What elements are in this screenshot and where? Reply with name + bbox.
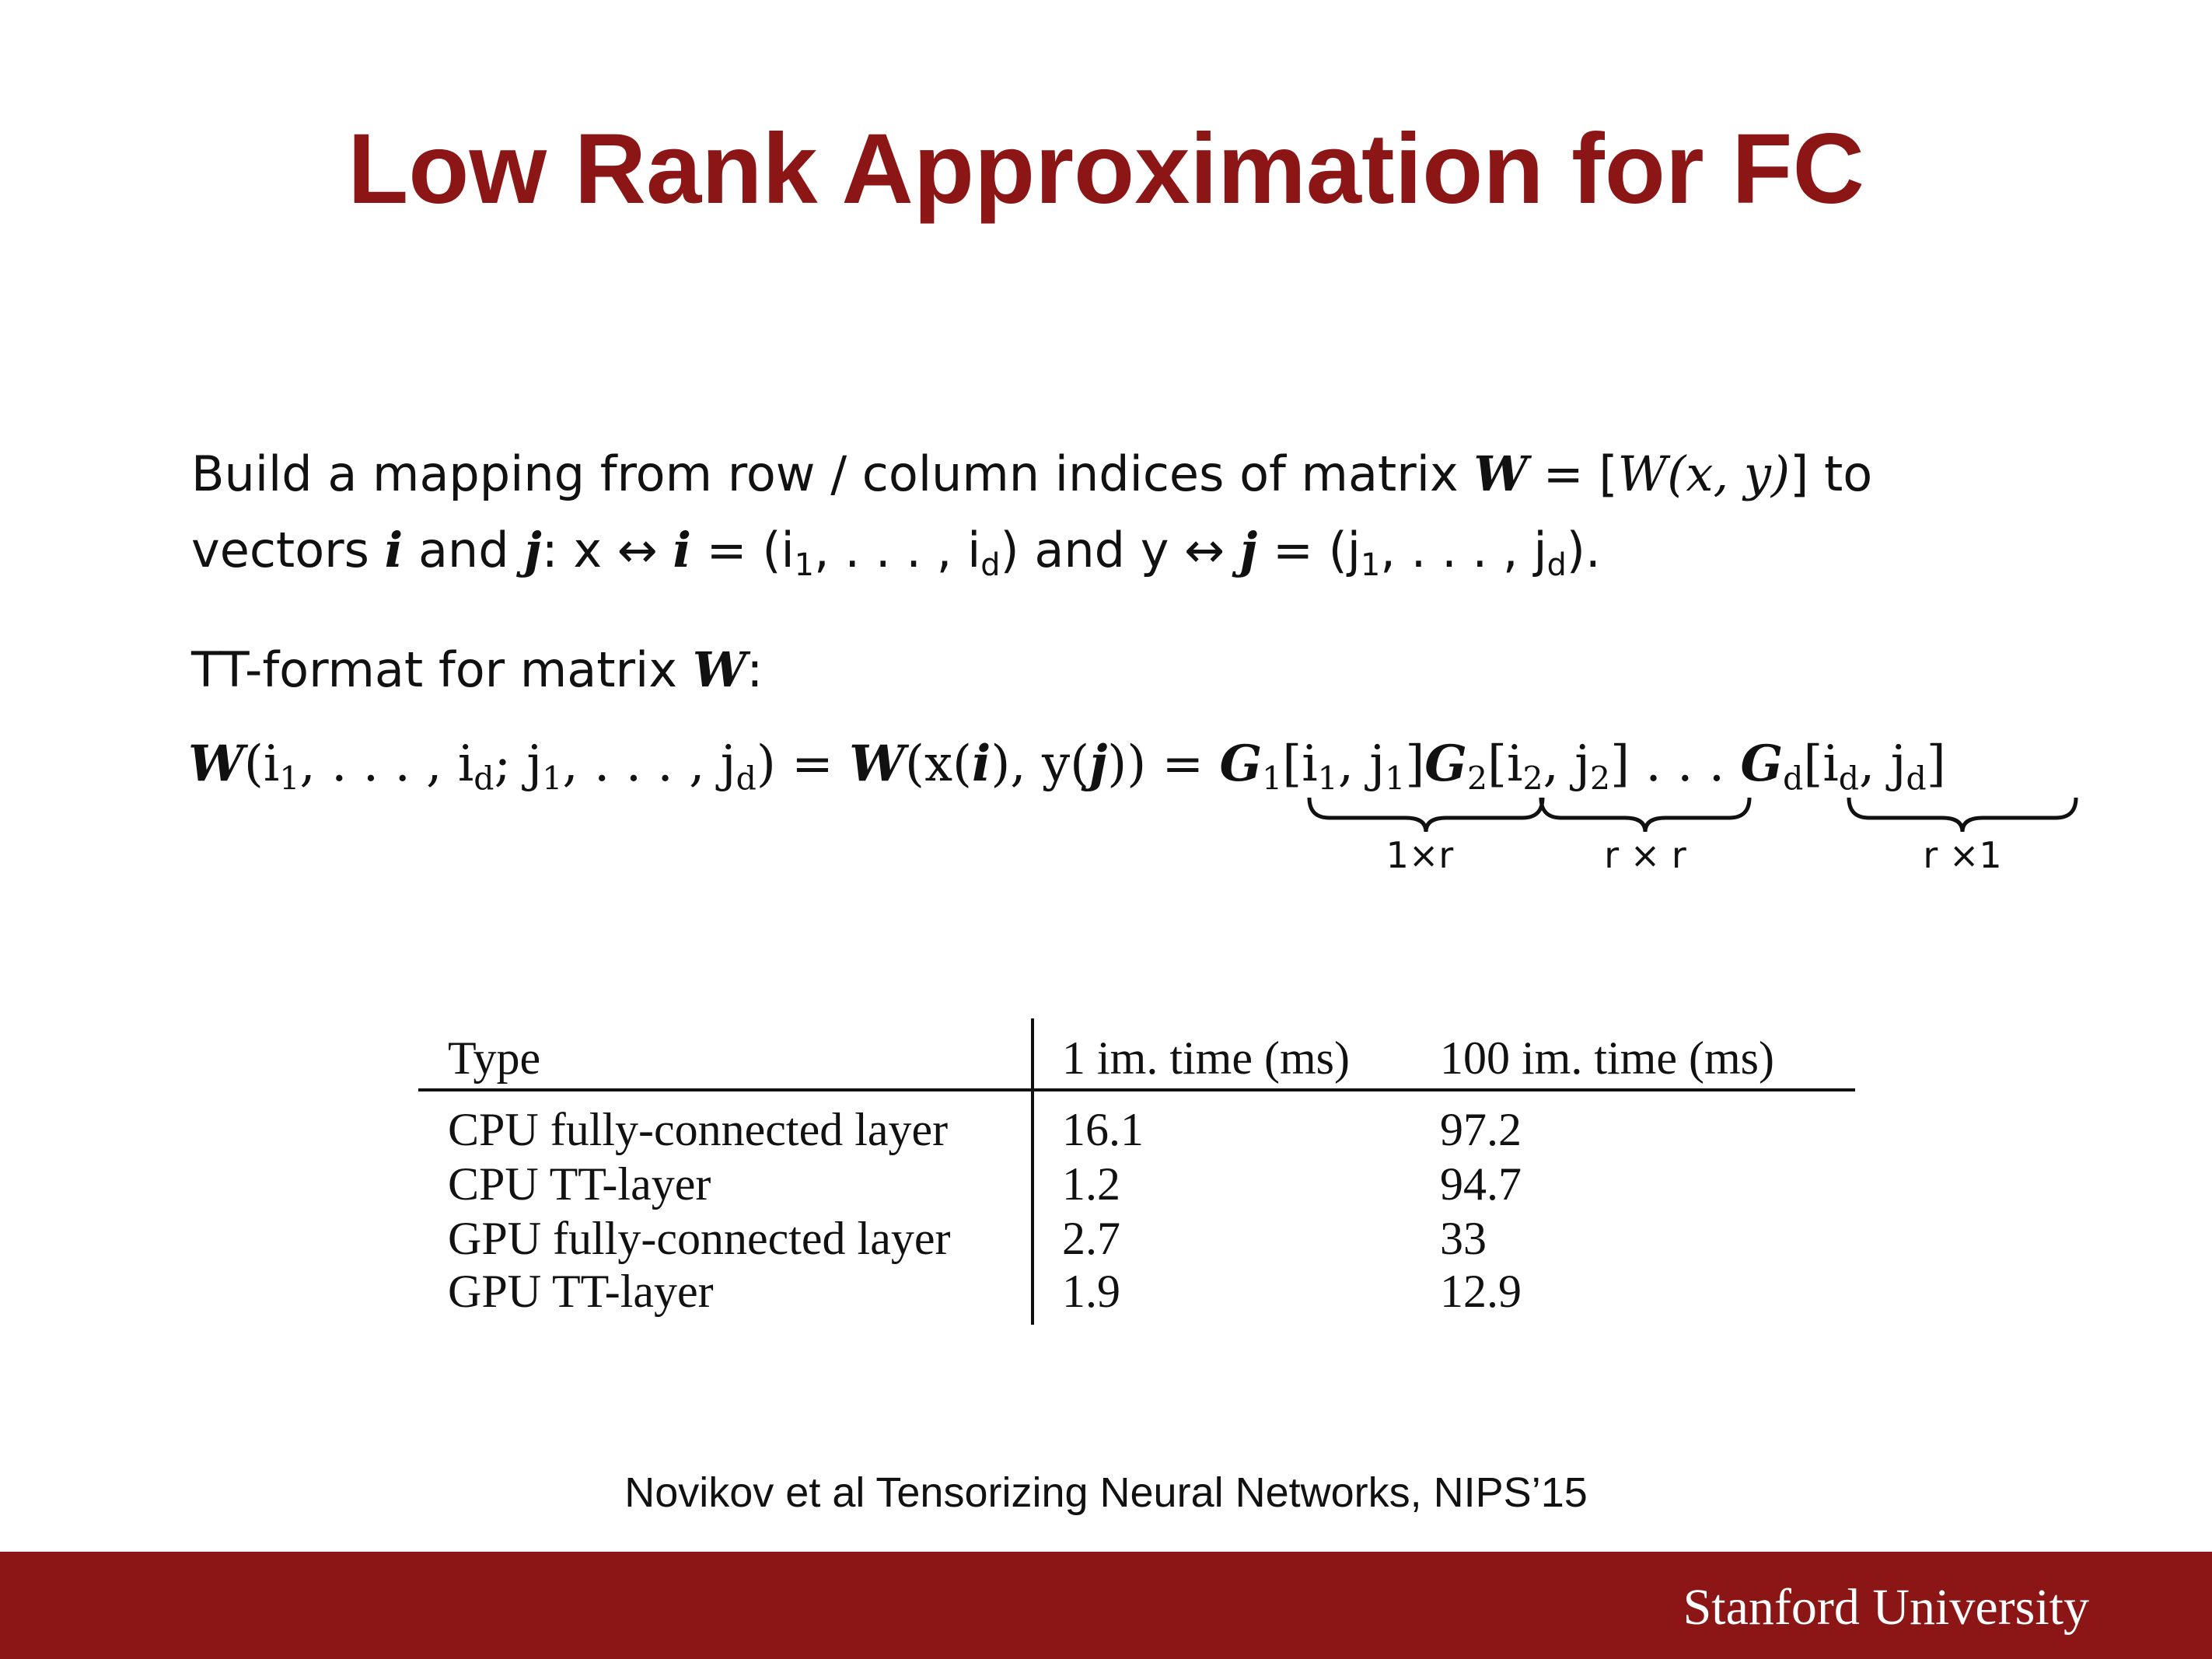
brace-label-gd: r ×1	[1923, 834, 2002, 876]
text: , j	[1337, 735, 1386, 793]
text: ; j	[494, 735, 543, 793]
text: ] to	[1790, 445, 1873, 502]
footer-bar: Stanford University	[0, 1552, 2212, 1659]
underbrace-g1	[1307, 797, 1545, 833]
vector-j-symbol: j	[1089, 735, 1108, 793]
subscript: d	[1783, 760, 1804, 798]
vector-i-symbol: i	[673, 522, 691, 578]
slide-title: Low Rank Approximation for FC	[348, 114, 1864, 225]
body-line-3: TT-format for matrix W:	[191, 639, 763, 701]
subscript: 2	[1466, 760, 1487, 798]
subscript: d	[980, 547, 1001, 584]
subscript: 1	[542, 760, 563, 798]
table-cell-type: GPU TT-layer	[448, 1266, 714, 1317]
body-line-2: vectors i and j: x ↔ i = (i1, . . . , id…	[191, 519, 1601, 582]
text: ]	[1405, 735, 1425, 793]
matrix-w-function: W	[1617, 445, 1668, 502]
matrix-w-symbol: W	[849, 735, 905, 793]
underbrace-g2	[1539, 797, 1752, 833]
core-g2: G2[i2, j2]	[1424, 735, 1630, 795]
text: [i	[1282, 735, 1318, 793]
brace-label-g1: 1×r	[1386, 834, 1454, 876]
matrix-w-symbol: W	[188, 735, 244, 793]
vector-j-symbol: j	[1239, 522, 1258, 578]
matrix-w-symbol: W	[1473, 445, 1528, 502]
text: (x(	[904, 735, 972, 793]
text: and	[403, 522, 525, 578]
subscript: 1	[1317, 760, 1338, 798]
text: , j	[1543, 735, 1591, 793]
subscript: d	[1838, 760, 1859, 798]
text: = [	[1528, 445, 1618, 502]
text: , . . . , j	[562, 735, 736, 793]
table-cell-type: CPU TT-layer	[448, 1158, 711, 1210]
text: : x ↔	[541, 522, 673, 578]
text: (x, y)	[1667, 445, 1791, 502]
text: vectors	[191, 522, 385, 578]
table-header-100im: 100 im. time (ms)	[1440, 1032, 1774, 1084]
text: = (i	[690, 522, 795, 578]
table-cell-100im: 33	[1440, 1213, 1487, 1264]
subscript: 2	[1522, 760, 1543, 798]
text: TT-format for matrix	[191, 641, 693, 698]
table-cell-1im: 1.2	[1062, 1158, 1120, 1210]
text: , j	[1859, 735, 1906, 793]
text: ).	[1566, 522, 1601, 578]
subscript: 1	[1385, 760, 1406, 798]
brace-label-g2: r × r	[1604, 834, 1686, 876]
text: Build a mapping from row / column indice…	[191, 445, 1474, 502]
underbrace-gd	[1847, 797, 2078, 833]
text: , . . . , i	[299, 735, 474, 793]
subscript: d	[1546, 547, 1567, 584]
core-symbol: G	[1424, 735, 1467, 793]
subscript: 1	[279, 760, 300, 798]
table-cell-100im: 12.9	[1440, 1266, 1522, 1317]
citation: Novikov et al Tensorizing Neural Network…	[624, 1469, 1588, 1516]
table-cell-100im: 97.2	[1440, 1104, 1522, 1155]
subscript: d	[1906, 760, 1927, 798]
text: ), y(	[991, 735, 1090, 793]
text: , . . . , i	[813, 522, 981, 578]
vector-i-symbol: i	[384, 522, 404, 578]
stanford-logo: Stanford University	[1683, 1579, 2089, 1636]
subscript: 1	[794, 547, 814, 584]
text: ) =	[756, 735, 850, 793]
table-cell-1im: 2.7	[1062, 1213, 1120, 1264]
text: (i	[243, 735, 280, 793]
subscript: 1	[1262, 760, 1283, 798]
table-header-type: Type	[448, 1032, 541, 1084]
text: [i	[1803, 735, 1839, 793]
table-cell-type: GPU fully-connected layer	[448, 1213, 951, 1264]
body-line-1: Build a mapping from row / column indice…	[191, 443, 1872, 505]
table-header-1im: 1 im. time (ms)	[1062, 1032, 1350, 1084]
subscript: 1	[1361, 547, 1381, 584]
core-symbol: G	[1219, 735, 1263, 793]
text: [i	[1487, 735, 1523, 793]
core-gd: Gd[id, jd]	[1740, 735, 1946, 795]
text: ]	[1610, 735, 1630, 793]
ellipsis: . . .	[1630, 735, 1741, 793]
tt-format-equation: W(i1, . . . , id; j1, . . . , jd) = W(x(…	[188, 729, 1946, 799]
text: :	[746, 641, 764, 698]
table-cell-100im: 94.7	[1440, 1158, 1522, 1210]
text: ) and y ↔	[1000, 522, 1240, 578]
text: , . . . , j	[1380, 522, 1547, 578]
core-symbol: G	[1740, 735, 1784, 793]
matrix-w-symbol: W	[692, 641, 747, 698]
core-g1: G1[i1, j1]	[1219, 735, 1425, 795]
vector-j-symbol: j	[524, 522, 542, 578]
table-cell-type: CPU fully-connected layer	[448, 1104, 949, 1155]
table-cell-1im: 16.1	[1062, 1104, 1144, 1155]
vector-i-symbol: i	[972, 735, 991, 793]
text: ]	[1926, 735, 1946, 793]
subscript: 2	[1590, 760, 1611, 798]
text: = (j	[1257, 522, 1361, 578]
text: )) =	[1107, 735, 1220, 793]
subscript: d	[736, 760, 757, 798]
table-cell-1im: 1.9	[1062, 1266, 1120, 1317]
subscript: d	[474, 760, 494, 798]
